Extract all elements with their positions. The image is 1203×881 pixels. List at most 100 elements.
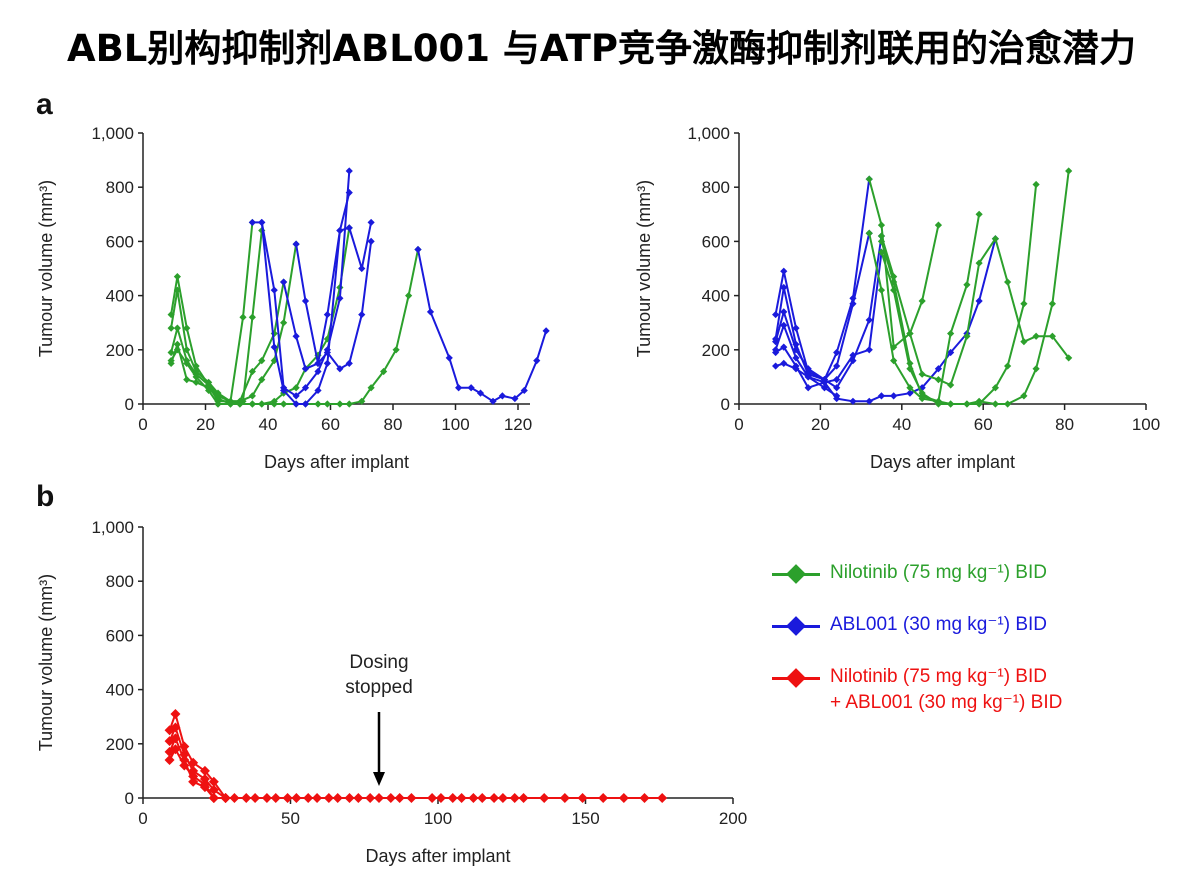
data-point bbox=[164, 755, 175, 766]
data-point bbox=[1004, 400, 1012, 408]
data-point bbox=[258, 376, 266, 384]
y-tick-label: 600 bbox=[106, 232, 134, 251]
data-point bbox=[167, 348, 175, 357]
data-point bbox=[865, 316, 873, 324]
data-point bbox=[833, 362, 841, 370]
panel-label-a: a bbox=[36, 88, 53, 121]
data-point bbox=[445, 354, 453, 362]
data-point bbox=[455, 384, 463, 392]
x-tick-label: 0 bbox=[138, 415, 147, 434]
data-point bbox=[820, 384, 829, 392]
data-point bbox=[833, 376, 841, 384]
data-point bbox=[780, 359, 788, 367]
data-point bbox=[1032, 180, 1040, 189]
data-point bbox=[258, 357, 266, 365]
y-tick-label: 800 bbox=[702, 178, 730, 197]
series-line-0 bbox=[170, 222, 254, 403]
data-point bbox=[173, 273, 181, 281]
data-point bbox=[865, 346, 873, 354]
data-point bbox=[170, 733, 181, 744]
data-point bbox=[199, 774, 210, 785]
data-point bbox=[447, 793, 458, 803]
data-point bbox=[772, 348, 780, 357]
data-point bbox=[780, 343, 788, 351]
data-point bbox=[963, 281, 971, 289]
series-line-3 bbox=[774, 252, 883, 384]
data-point bbox=[877, 286, 886, 294]
x-tick-label: 80 bbox=[384, 415, 403, 434]
chart-a-right: 0 200 400 600 800 1,000 0 20 40 60 80 100 Days after… bbox=[634, 124, 1160, 472]
data-point bbox=[208, 793, 219, 803]
data-point bbox=[183, 376, 191, 384]
data-point bbox=[261, 793, 272, 803]
data-point bbox=[1032, 332, 1040, 340]
legend-marker-red-diamond-icon bbox=[772, 668, 820, 688]
data-point bbox=[248, 313, 256, 321]
data-point bbox=[367, 218, 375, 227]
series-line-7 bbox=[252, 192, 351, 405]
data-point bbox=[780, 283, 788, 292]
data-point bbox=[877, 232, 886, 240]
data-point bbox=[520, 386, 528, 395]
data-point bbox=[353, 793, 364, 803]
data-point bbox=[833, 348, 841, 357]
data-point bbox=[865, 397, 873, 405]
legend-label-nilotinib: Nilotinib (75 mg kg⁻¹) BID bbox=[830, 562, 1047, 583]
data-point bbox=[173, 324, 181, 332]
data-point bbox=[358, 264, 366, 273]
data-point bbox=[292, 240, 300, 248]
data-point bbox=[559, 793, 570, 803]
data-point bbox=[280, 319, 288, 327]
data-point bbox=[280, 400, 288, 408]
data-point bbox=[906, 384, 914, 392]
dosing-stopped-arrow-head-icon bbox=[373, 772, 385, 786]
x-tick-label: 100 bbox=[441, 415, 469, 434]
series-line-1 bbox=[774, 233, 871, 381]
chart-b: 0 200 400 600 800 1,000 0 50 100 150 200 Days after… bbox=[36, 518, 747, 866]
data-point bbox=[934, 376, 943, 384]
data-point bbox=[392, 346, 400, 354]
data-point bbox=[208, 776, 219, 787]
data-point bbox=[292, 332, 300, 340]
data-point bbox=[489, 793, 500, 803]
data-point bbox=[236, 400, 244, 408]
data-point bbox=[934, 397, 943, 405]
y-tick-label: 1,000 bbox=[91, 124, 134, 143]
legend-item-nilotinib: Nilotinib (75 mg kg⁻¹) BID bbox=[772, 560, 1062, 612]
legend-label-combo-line1: Nilotinib (75 mg kg⁻¹) BID bbox=[830, 666, 1047, 687]
data-point bbox=[241, 793, 252, 803]
data-point bbox=[314, 359, 322, 367]
data-point bbox=[345, 400, 353, 408]
data-point bbox=[292, 384, 300, 392]
data-point bbox=[780, 308, 788, 316]
y-axis-title: Tumour volume (mm³) bbox=[36, 180, 56, 357]
data-point bbox=[1048, 300, 1056, 308]
data-point bbox=[963, 400, 971, 408]
data-point bbox=[405, 292, 413, 300]
data-point bbox=[220, 793, 231, 803]
data-point bbox=[849, 357, 857, 365]
data-point bbox=[890, 392, 898, 400]
data-point bbox=[1020, 300, 1028, 308]
data-point bbox=[991, 384, 1000, 392]
data-point bbox=[618, 793, 629, 803]
data-point bbox=[975, 259, 983, 267]
legend: Nilotinib (75 mg kg⁻¹) BID ABL001 (30 mg… bbox=[772, 560, 1062, 716]
data-point bbox=[435, 793, 446, 803]
data-point bbox=[1020, 338, 1028, 346]
data-point bbox=[477, 793, 488, 803]
data-point bbox=[639, 793, 650, 803]
series-line-6 bbox=[868, 178, 940, 349]
data-point bbox=[1032, 365, 1040, 373]
data-point bbox=[183, 324, 191, 332]
data-point bbox=[248, 218, 256, 227]
data-point bbox=[934, 365, 943, 373]
x-tick-label: 100 bbox=[1132, 415, 1160, 434]
data-point bbox=[1048, 332, 1056, 340]
series-line-2 bbox=[170, 281, 285, 403]
data-point bbox=[179, 755, 190, 766]
data-point bbox=[947, 348, 955, 357]
data-point bbox=[426, 308, 435, 316]
y-axis-title: Tumour volume (mm³) bbox=[36, 574, 56, 751]
data-point bbox=[918, 392, 926, 400]
